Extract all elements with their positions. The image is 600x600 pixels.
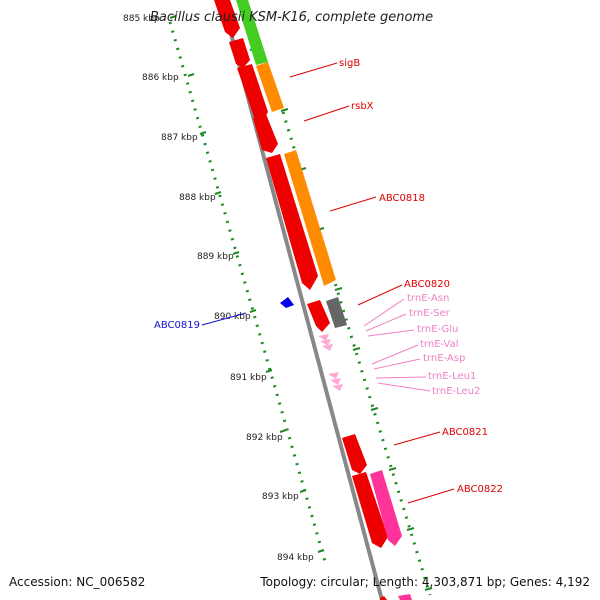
gene-pink[interactable] xyxy=(370,470,402,546)
ruler-tick xyxy=(280,108,289,112)
ruler-tick xyxy=(406,527,415,531)
gene-cds-ABC0821[interactable] xyxy=(342,434,367,474)
ruler: 885 kbp 886 kbp 887 kbp 888 kbp 889 kbp … xyxy=(123,14,433,591)
ruler-tick-label: 892 kbp xyxy=(246,433,283,443)
gene-labels: sigB rsbX ABC0818 ABC0820 trnE-Asn trnE-… xyxy=(154,58,503,495)
gene-label-trnE-Leu2[interactable]: trnE-Leu2 xyxy=(432,386,480,397)
trna-chevron[interactable] xyxy=(330,378,341,385)
ruler-tick xyxy=(169,15,177,19)
ruler-tick xyxy=(279,429,287,433)
gene-label-trnE-Leu1[interactable]: trnE-Leu1 xyxy=(428,371,476,382)
accession-text: Accession: NC_006582 xyxy=(9,575,146,589)
ruler-tick-label: 891 kbp xyxy=(230,373,267,383)
ruler-tick-label: 887 kbp xyxy=(161,133,198,143)
gene-label-ABC0819[interactable]: ABC0819 xyxy=(154,320,200,331)
ruler-tick xyxy=(199,131,207,135)
gene-label-trnE-Ser[interactable]: trnE-Ser xyxy=(409,308,451,319)
gene-label-ABC0822[interactable]: ABC0822 xyxy=(457,484,503,495)
ruler-tick xyxy=(388,467,397,471)
gene-label-ABC0821[interactable]: ABC0821 xyxy=(442,427,488,438)
ruler-tick xyxy=(334,287,343,291)
label-leaders xyxy=(201,62,455,504)
map-title: Bacillus clausii KSM-K16, complete genom… xyxy=(150,10,434,25)
ruler-tick xyxy=(187,73,195,77)
gene-label-ABC0818[interactable]: ABC0818 xyxy=(379,193,425,204)
ruler-tick xyxy=(317,549,325,553)
ruler-tick xyxy=(352,347,361,351)
gene-cds[interactable] xyxy=(237,64,268,122)
ruler-tick-label: 888 kbp xyxy=(179,193,216,203)
ruler-tick-label: 886 kbp xyxy=(142,73,179,83)
gene-cds[interactable] xyxy=(380,596,387,600)
gene-cds-ABC0820[interactable] xyxy=(307,300,330,332)
gene-grey[interactable] xyxy=(326,297,347,328)
gene-label-trnE-Asp[interactable]: trnE-Asp xyxy=(423,353,465,364)
gene-cds[interactable] xyxy=(214,0,240,38)
ruler-tick xyxy=(232,251,240,255)
gene-orange-sigB[interactable] xyxy=(256,62,284,112)
ruler-tick xyxy=(370,407,379,411)
gene-cds-ABC0822[interactable] xyxy=(352,472,388,548)
gene-label-sigB[interactable]: sigB xyxy=(339,58,360,69)
ruler-tick-label: 885 kbp xyxy=(123,14,160,24)
gene-cds[interactable] xyxy=(229,38,250,68)
ruler-guide-right xyxy=(281,111,432,596)
gene-label-rsbX[interactable]: rsbX xyxy=(351,101,374,112)
ruler-tick xyxy=(265,369,273,373)
gene-label-trnE-Val[interactable]: trnE-Val xyxy=(420,339,459,350)
gene-pink[interactable] xyxy=(398,594,412,600)
ruler-tick xyxy=(299,489,307,493)
gene-label-trnE-Asn[interactable]: trnE-Asn xyxy=(407,293,449,304)
gene-label-ABC0820[interactable]: ABC0820 xyxy=(404,279,450,290)
gene-green[interactable] xyxy=(236,0,268,65)
trna-chevron[interactable] xyxy=(322,344,333,351)
ruler-tick xyxy=(249,309,257,313)
trna-chevron[interactable] xyxy=(332,384,343,391)
ruler-tick-label: 893 kbp xyxy=(262,492,299,502)
trna-chevron[interactable] xyxy=(320,339,331,346)
gene-cds[interactable] xyxy=(253,114,278,153)
ruler-tick-label: 889 kbp xyxy=(197,252,234,262)
trna-chevron[interactable] xyxy=(318,334,329,341)
gene-label-trnE-Glu[interactable]: trnE-Glu xyxy=(417,324,458,335)
gene-features xyxy=(214,0,412,600)
ruler-tick xyxy=(424,587,433,591)
genome-summary-text: Topology: circular; Length: 4,303,871 bp… xyxy=(260,575,590,589)
gene-cds-ABC0818[interactable] xyxy=(266,154,318,290)
trna-chevron[interactable] xyxy=(328,372,339,379)
ruler-tick xyxy=(214,191,222,195)
gene-orange-ABC0818[interactable] xyxy=(284,150,336,286)
gene-blue-ABC0819[interactable] xyxy=(280,297,294,308)
ruler-tick-label: 894 kbp xyxy=(277,553,314,563)
